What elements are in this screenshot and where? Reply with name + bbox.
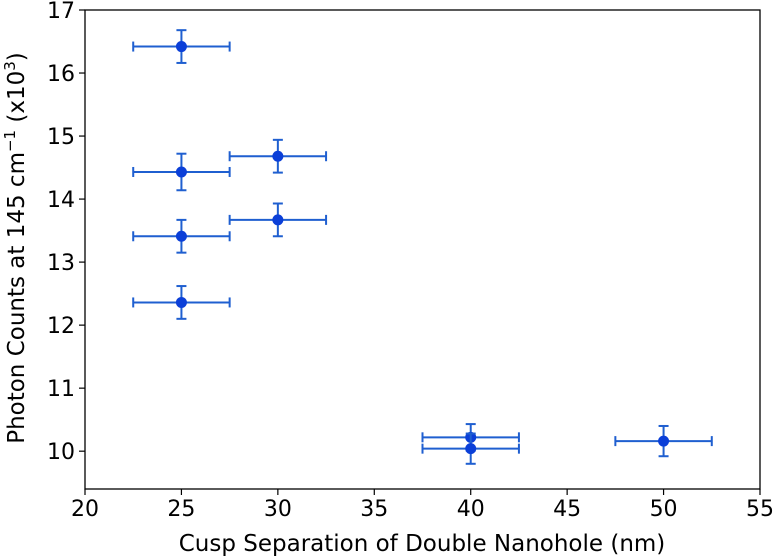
data-point: [132, 152, 231, 192]
y-axis-label-scale-exponent: 3: [1, 61, 19, 71]
data-marker: [465, 443, 477, 455]
y-tick-label: 15: [47, 125, 75, 150]
x-tick-label: 40: [457, 497, 485, 522]
data-marker: [272, 150, 284, 162]
plot-frame: [84, 9, 761, 490]
y-axis-label-unit-exponent: −1: [1, 130, 19, 152]
x-tick-label: 30: [264, 497, 292, 522]
x-tick-label: 50: [650, 497, 678, 522]
x-tick-label: 55: [746, 497, 774, 522]
y-axis-label-close: ): [4, 52, 30, 61]
x-tick-label: 45: [553, 497, 581, 522]
y-tick-label: 16: [47, 62, 75, 87]
x-axis-label: Cusp Separation of Double Nanohole (nm): [179, 531, 666, 557]
y-tick-label: 12: [47, 314, 75, 339]
y-tick-label: 10: [47, 440, 75, 465]
x-tick-label: 20: [71, 497, 99, 522]
data-marker: [175, 166, 187, 178]
data-marker: [272, 214, 284, 226]
data-marker: [175, 41, 187, 53]
data-marker: [658, 435, 670, 447]
data-point: [421, 432, 520, 465]
data-point: [132, 29, 231, 64]
x-tick-label: 25: [167, 497, 195, 522]
data-point: [132, 285, 231, 320]
data-point: [228, 138, 328, 174]
data-marker: [175, 296, 187, 308]
y-axis-label-main: Photon Counts at 145 cm: [4, 152, 30, 444]
y-axis-label-scale: (x10: [4, 71, 30, 130]
data-marker: [175, 230, 187, 242]
y-axis-label: Photon Counts at 145 cm−1 (x103): [1, 52, 30, 444]
data-points: [132, 29, 713, 465]
axis-ticks: 20 25 30 35 40 45 50 55 10 11 12 13 14 15 16 17: [47, 0, 774, 522]
data-point: [614, 424, 713, 458]
y-tick-label: 11: [47, 377, 75, 402]
y-tick-label: 17: [47, 0, 75, 24]
data-point: [132, 218, 231, 254]
y-tick-label: 13: [47, 251, 75, 276]
data-point: [228, 202, 328, 238]
y-tick-label: 14: [47, 188, 75, 213]
x-tick-label: 35: [360, 497, 388, 522]
